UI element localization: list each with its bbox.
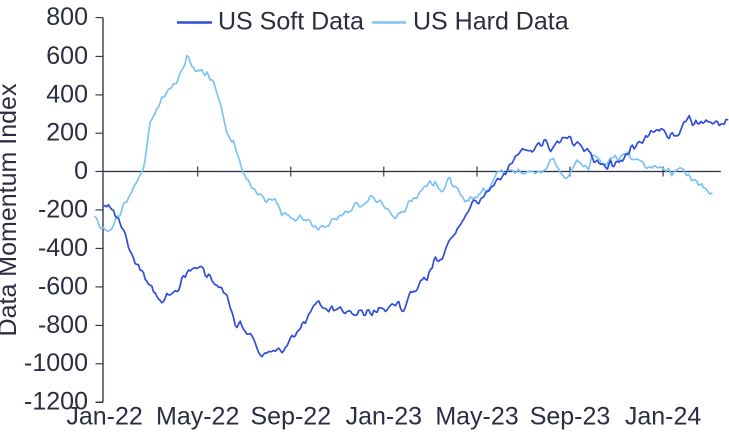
svg-text:May-22: May-22 bbox=[156, 403, 239, 431]
svg-text:May-23: May-23 bbox=[435, 403, 518, 431]
svg-text:800: 800 bbox=[46, 3, 88, 31]
svg-text:-200: -200 bbox=[38, 195, 88, 223]
svg-text:Jan-24: Jan-24 bbox=[625, 403, 702, 431]
svg-text:400: 400 bbox=[46, 80, 88, 108]
svg-text:Jan-22: Jan-22 bbox=[66, 403, 142, 431]
svg-text:-600: -600 bbox=[38, 272, 88, 300]
svg-text:200: 200 bbox=[46, 119, 88, 147]
svg-text:-1000: -1000 bbox=[24, 349, 88, 377]
svg-text:0: 0 bbox=[74, 157, 88, 185]
svg-text:Sep-23: Sep-23 bbox=[530, 403, 611, 431]
svg-text:-400: -400 bbox=[38, 234, 88, 262]
svg-text:600: 600 bbox=[46, 42, 88, 70]
svg-text:US Hard Data: US Hard Data bbox=[413, 8, 569, 36]
svg-text:Jan-23: Jan-23 bbox=[346, 403, 422, 431]
svg-text:Sep-22: Sep-22 bbox=[250, 403, 331, 431]
svg-text:-800: -800 bbox=[38, 311, 88, 339]
svg-text:Data Momentum Index: Data Momentum Index bbox=[0, 83, 22, 336]
svg-text:US Soft Data: US Soft Data bbox=[218, 8, 364, 36]
